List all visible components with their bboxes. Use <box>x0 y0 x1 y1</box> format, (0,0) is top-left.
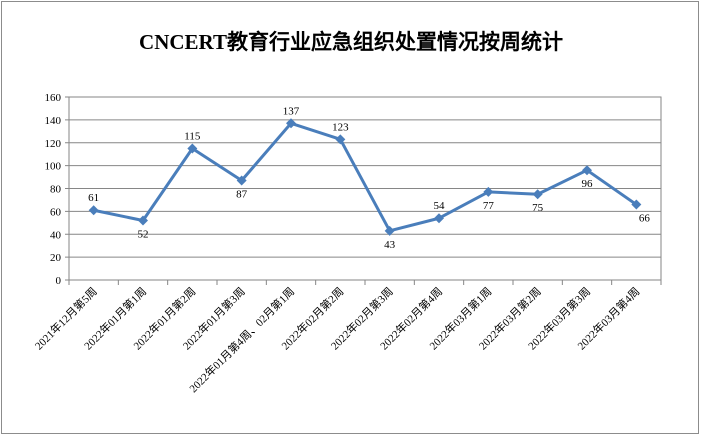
data-point-marker <box>434 213 444 224</box>
data-point-marker <box>286 118 296 129</box>
data-point-marker <box>335 134 346 145</box>
y-tick-label: 140 <box>45 115 62 127</box>
x-tick-label: 2022年01月第4周、02月第1周 <box>186 284 297 395</box>
y-tick-label: 60 <box>50 206 62 218</box>
data-label: 123 <box>332 121 349 133</box>
data-point-marker <box>88 205 99 216</box>
data-label: 87 <box>236 188 248 200</box>
series-polyline <box>93 121 638 233</box>
y-tick-label: 80 <box>50 184 62 196</box>
y-tick-label: 40 <box>50 229 62 241</box>
data-label: 77 <box>483 200 495 212</box>
data-label: 61 <box>88 192 99 204</box>
chart-title: CNCERT教育行业应急组织处置情况按周统计 <box>139 30 563 54</box>
gridlines <box>68 96 662 281</box>
data-point-marker <box>384 225 395 236</box>
data-point-marker <box>138 215 148 226</box>
data-label: 54 <box>434 200 446 212</box>
data-point-marker <box>532 189 543 200</box>
data-label: 43 <box>384 239 396 251</box>
data-point-marker <box>187 143 198 154</box>
y-tick-label: 100 <box>45 161 62 173</box>
x-axis-ticks: 2021年12月第5周2022年01月第1周2022年01月第2周2022年01… <box>32 280 662 395</box>
data-label: 52 <box>138 229 149 241</box>
series-line <box>93 121 638 233</box>
data-points <box>88 118 642 236</box>
data-label: 75 <box>532 202 544 214</box>
data-label: 96 <box>582 178 594 190</box>
y-axis-ticks: 0 20 40 60 80 100 120 140 160 <box>45 92 69 287</box>
data-labels: 61 52 115 87 137 123 43 54 77 75 96 66 <box>88 105 650 251</box>
y-tick-label: 20 <box>50 252 62 264</box>
data-point-marker <box>582 165 592 176</box>
data-point-marker <box>631 199 642 210</box>
data-label: 66 <box>639 213 651 225</box>
y-tick-label: 120 <box>45 138 62 150</box>
data-label: 115 <box>184 130 201 142</box>
data-point-marker <box>483 186 494 197</box>
data-label: 137 <box>283 105 300 117</box>
data-point-marker <box>236 175 247 186</box>
y-tick-label: 0 <box>56 275 62 287</box>
y-tick-label: 160 <box>45 92 62 104</box>
